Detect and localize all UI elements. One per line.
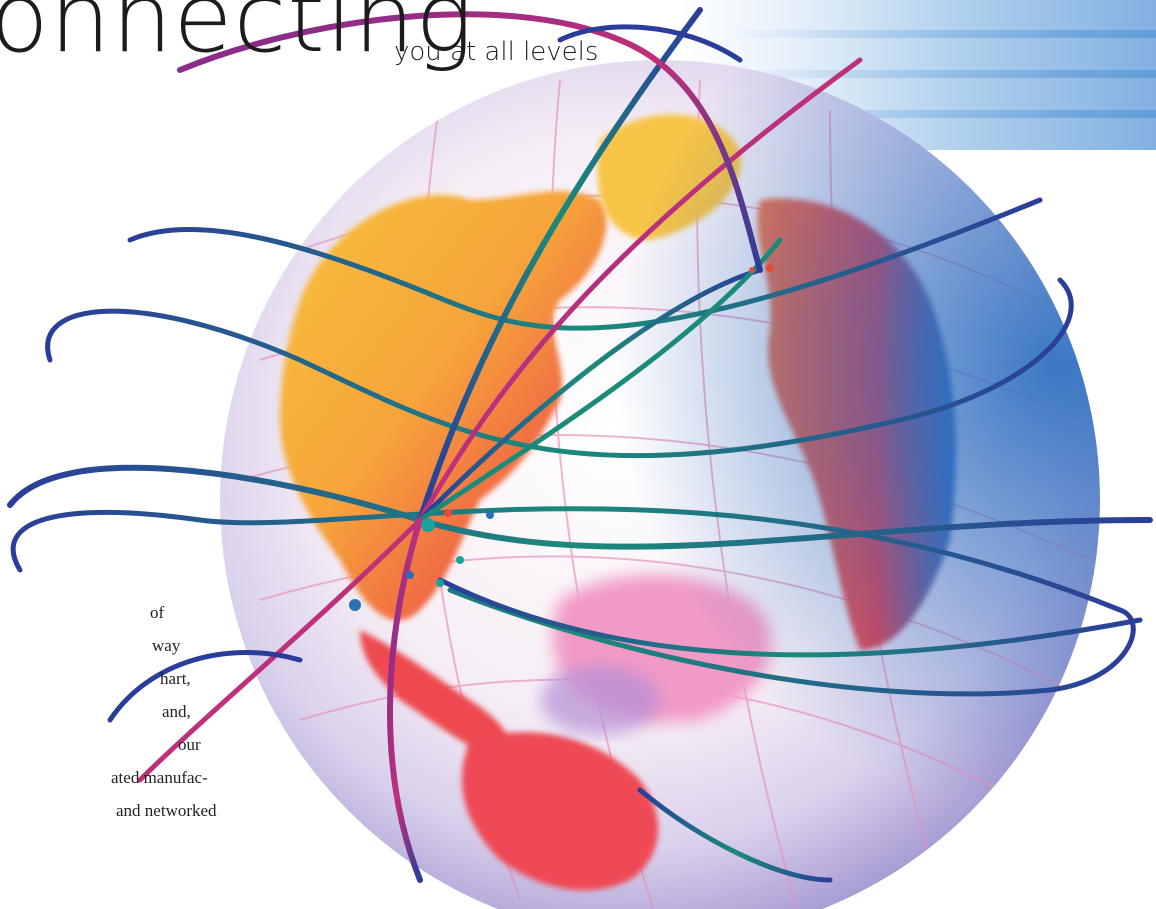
body-line: our bbox=[178, 735, 201, 754]
body-line: and networked bbox=[116, 801, 217, 820]
body-line: way bbox=[152, 636, 181, 655]
body-line: hart, bbox=[160, 669, 191, 688]
body-text: of way hart, and, our ated manufac- and … bbox=[0, 596, 217, 827]
body-line: ated manufac- bbox=[111, 768, 208, 787]
page-subtitle: you at all levels bbox=[394, 37, 599, 67]
banner-stripe bbox=[720, 30, 1156, 38]
page-title: onnecting bbox=[0, 0, 475, 74]
body-line: of bbox=[150, 603, 165, 622]
banner-stripe bbox=[720, 70, 1156, 78]
city-dots bbox=[349, 264, 774, 611]
orbit-lines bbox=[7, 7, 1153, 883]
body-line: and, bbox=[162, 702, 191, 721]
banner-stripe bbox=[720, 110, 1156, 118]
